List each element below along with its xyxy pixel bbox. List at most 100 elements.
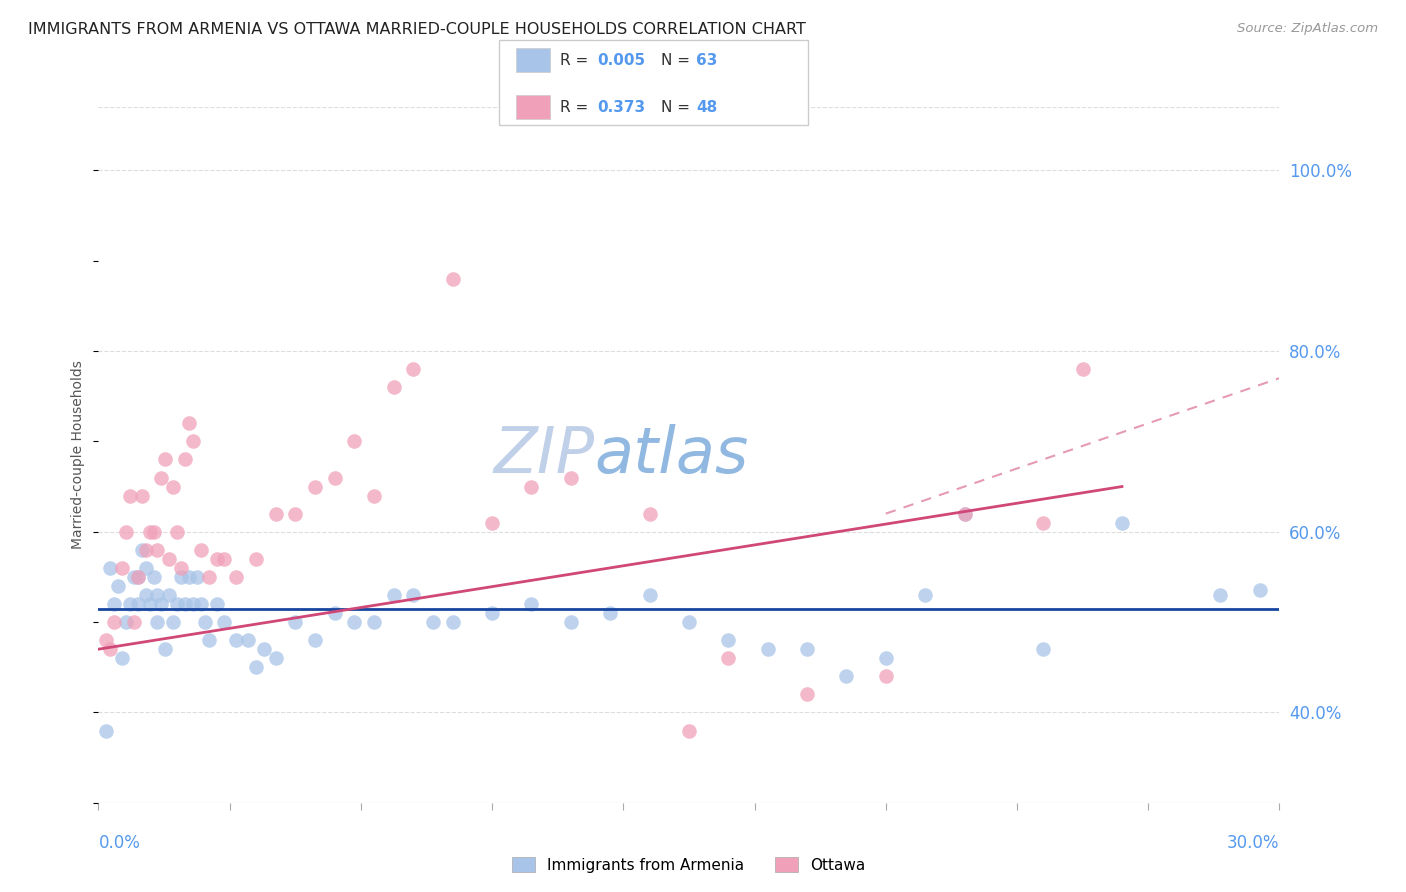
Point	[1111, 516, 1133, 530]
Point	[155, 642, 177, 657]
Point	[157, 588, 180, 602]
Text: N =: N =	[661, 54, 695, 68]
Point	[166, 524, 188, 539]
Point	[236, 633, 259, 648]
Point	[162, 479, 184, 493]
Point	[441, 615, 464, 629]
Point	[127, 570, 149, 584]
Point	[560, 615, 582, 629]
Point	[111, 651, 134, 665]
Point	[155, 452, 177, 467]
Point	[205, 551, 228, 566]
Point	[107, 579, 129, 593]
Point	[186, 570, 208, 584]
Point	[422, 615, 444, 629]
Point	[441, 271, 464, 285]
Point	[190, 597, 212, 611]
Point	[264, 651, 287, 665]
Point	[181, 434, 204, 449]
Point	[194, 615, 217, 629]
Point	[756, 642, 779, 657]
Point	[146, 615, 169, 629]
Point	[138, 597, 160, 611]
Point	[115, 524, 138, 539]
Text: 0.0%: 0.0%	[98, 834, 141, 852]
Point	[98, 561, 121, 575]
Point	[142, 570, 165, 584]
Point	[142, 524, 165, 539]
Text: 0.005: 0.005	[598, 54, 645, 68]
Point	[1032, 516, 1054, 530]
Point	[1249, 583, 1271, 598]
Point	[253, 642, 276, 657]
Point	[146, 588, 169, 602]
Point	[98, 642, 121, 657]
Point	[197, 570, 219, 584]
Point	[717, 651, 740, 665]
Point	[214, 615, 236, 629]
Point	[835, 669, 858, 683]
Point	[174, 597, 197, 611]
Text: 30.0%: 30.0%	[1227, 834, 1279, 852]
Point	[402, 588, 425, 602]
Point	[181, 597, 204, 611]
Point	[402, 362, 425, 376]
Point	[96, 633, 118, 648]
Point	[363, 615, 385, 629]
Text: R =: R =	[560, 54, 593, 68]
Point	[122, 615, 145, 629]
Point	[1209, 588, 1232, 602]
Point	[323, 470, 346, 484]
Point	[225, 633, 247, 648]
Text: 48: 48	[696, 100, 717, 114]
Point	[170, 561, 193, 575]
Point	[138, 524, 160, 539]
Point	[1032, 642, 1054, 657]
Point	[284, 615, 307, 629]
Point	[135, 588, 157, 602]
Point	[205, 597, 228, 611]
Point	[481, 606, 503, 620]
Point	[953, 507, 976, 521]
Point	[118, 597, 141, 611]
Point	[150, 470, 173, 484]
Point	[264, 507, 287, 521]
Point	[1071, 362, 1094, 376]
Point	[146, 542, 169, 557]
Point	[162, 615, 184, 629]
Point	[343, 615, 366, 629]
Point	[103, 597, 125, 611]
Point	[875, 651, 897, 665]
Point	[225, 570, 247, 584]
Point	[214, 551, 236, 566]
Point	[131, 489, 153, 503]
Point	[157, 551, 180, 566]
Point	[638, 588, 661, 602]
Point	[382, 588, 405, 602]
Point	[135, 561, 157, 575]
Text: R =: R =	[560, 100, 593, 114]
Point	[118, 489, 141, 503]
Point	[127, 597, 149, 611]
Point	[914, 588, 936, 602]
Point	[481, 516, 503, 530]
Point	[122, 570, 145, 584]
Point	[197, 633, 219, 648]
Point	[382, 380, 405, 394]
Point	[170, 570, 193, 584]
Text: atlas: atlas	[595, 424, 749, 486]
Point	[174, 452, 197, 467]
Point	[96, 723, 118, 738]
Point	[796, 687, 818, 701]
Point	[245, 551, 267, 566]
Point	[127, 570, 149, 584]
Point	[190, 542, 212, 557]
Point	[111, 561, 134, 575]
Point	[304, 479, 326, 493]
Text: 63: 63	[696, 54, 717, 68]
Point	[875, 669, 897, 683]
Y-axis label: Married-couple Households: Married-couple Households	[72, 360, 86, 549]
Point	[323, 606, 346, 620]
Point	[520, 479, 543, 493]
Point	[678, 723, 700, 738]
